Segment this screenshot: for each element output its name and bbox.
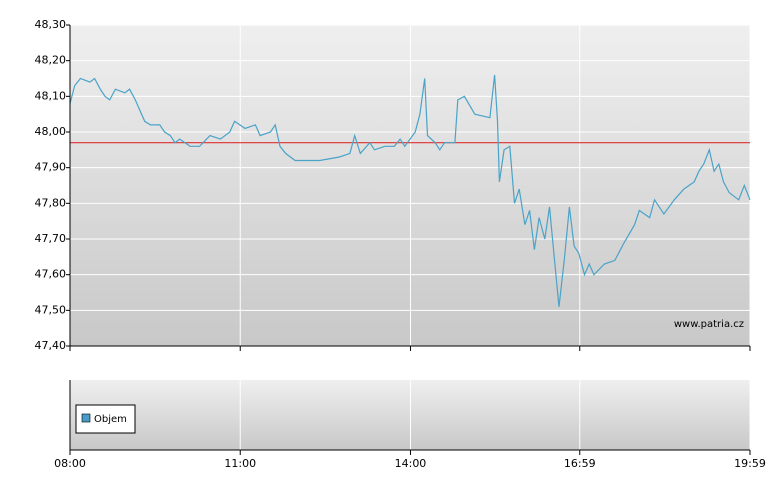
- watermark: www.patria.cz: [674, 319, 744, 330]
- x-tick-label: 08:00: [54, 457, 86, 470]
- y-tick-label: 47,70: [35, 232, 67, 245]
- y-tick-label: 48,10: [35, 89, 67, 102]
- price-line: [69, 74, 751, 307]
- y-tick-label: 48,20: [35, 54, 67, 67]
- y-tick-label: 47,40: [35, 339, 67, 352]
- legend-label: Objem: [94, 414, 127, 425]
- x-tick-label: 16:59: [564, 457, 596, 470]
- x-tick-label: 14:00: [395, 457, 427, 470]
- legend-swatch: [81, 413, 91, 423]
- y-tick-label: 47,80: [35, 196, 67, 209]
- y-tick-label: 48,00: [35, 125, 67, 138]
- x-tick-label: 19:59: [734, 457, 766, 470]
- x-tick-label: 11:00: [224, 457, 256, 470]
- y-tick-label: 47,60: [35, 268, 67, 281]
- y-tick-label: 48,30: [35, 18, 67, 31]
- y-tick-label: 47,90: [35, 161, 67, 174]
- y-tick-label: 47,50: [35, 303, 67, 316]
